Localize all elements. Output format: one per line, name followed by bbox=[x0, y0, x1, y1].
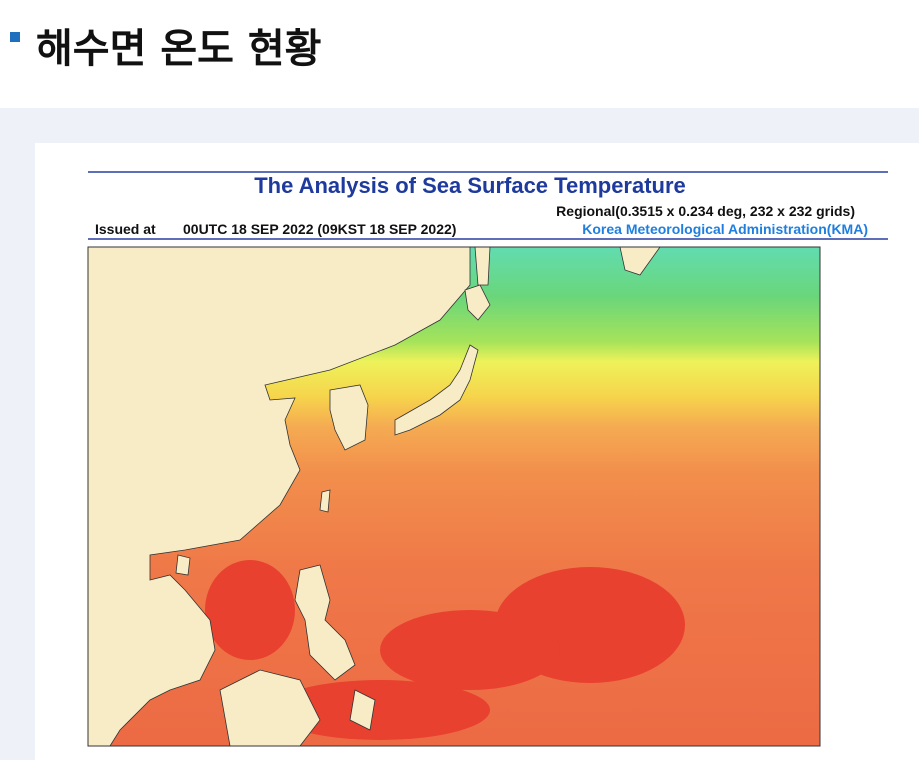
issued-label: Issued at bbox=[95, 221, 156, 237]
issued-time: 00UTC 18 SEP 2022 (09KST 18 SEP 2022) bbox=[183, 221, 456, 237]
land bbox=[88, 247, 661, 746]
agency: Korea Meteorological Administration(KMA) bbox=[582, 221, 868, 237]
resolution: Regional(0.3515 x 0.234 deg, 232 x 232 g… bbox=[556, 203, 855, 219]
warm-pool bbox=[270, 680, 490, 740]
bullet bbox=[10, 32, 20, 42]
warm-pool bbox=[205, 560, 295, 660]
map-border bbox=[87, 246, 821, 747]
warm-pool bbox=[380, 610, 560, 690]
map bbox=[88, 247, 820, 746]
map-title: The Analysis of Sea Surface Temperature bbox=[254, 173, 686, 198]
page-title: 해수면 온도 현황 bbox=[36, 26, 321, 72]
